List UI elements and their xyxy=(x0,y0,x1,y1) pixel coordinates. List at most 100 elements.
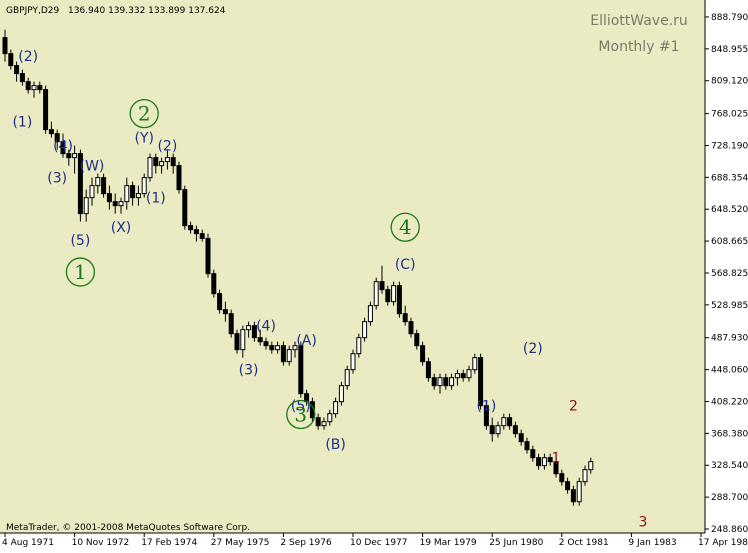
y-tick-label: 248.860 xyxy=(711,525,748,535)
candle xyxy=(507,413,513,430)
candle-body-up xyxy=(124,185,130,203)
candle xyxy=(472,353,478,374)
candle-body-up xyxy=(286,349,292,363)
candle xyxy=(338,381,344,406)
candle-body-down xyxy=(280,345,286,363)
candle xyxy=(37,81,43,94)
candle xyxy=(19,69,25,86)
candle xyxy=(8,49,14,70)
x-tick-label: 10 Nov 1972 xyxy=(72,538,130,548)
candle-body-up xyxy=(588,461,594,471)
candle-body-up xyxy=(367,305,373,323)
candle-body-up xyxy=(437,377,443,387)
wave-label-primary: 3 xyxy=(286,399,316,430)
candle-body-down xyxy=(379,281,385,291)
candle xyxy=(408,317,414,338)
candle xyxy=(489,417,495,442)
wave-label-intermediate: (2) xyxy=(523,341,543,357)
candle xyxy=(275,341,281,354)
candle-body-up xyxy=(321,421,327,427)
candle xyxy=(54,129,60,150)
x-tick-label: 27 May 1975 xyxy=(211,538,270,548)
candle-body-up xyxy=(449,377,455,387)
candle-body-up xyxy=(373,281,379,307)
wave-label-intermediate: (C) xyxy=(395,257,416,273)
candle-body-down xyxy=(507,417,513,427)
wave-circle xyxy=(286,399,316,430)
candle xyxy=(512,421,518,438)
wave-label-intermediate: (1) xyxy=(476,399,496,415)
y-tick-label: 888.790 xyxy=(711,13,748,23)
candle-body-down xyxy=(315,417,321,427)
x-tick-label: 25 Jun 1980 xyxy=(489,538,543,548)
candle xyxy=(414,329,420,350)
wave-label-intermediate: (1) xyxy=(146,191,166,207)
candle-body-down xyxy=(408,321,414,335)
candle-body-down xyxy=(524,441,530,451)
y-tick-label: 328.540 xyxy=(711,461,748,471)
candle-body-up xyxy=(72,153,78,159)
candle xyxy=(315,413,321,430)
y-tick-label: 288.700 xyxy=(711,493,748,503)
candle xyxy=(344,365,350,390)
candle-body-down xyxy=(66,153,72,159)
candle-body-up xyxy=(89,185,95,199)
candle-body-down xyxy=(37,85,43,91)
candle-body-down xyxy=(130,185,136,199)
y-tick-label: 408.220 xyxy=(711,397,748,407)
candle xyxy=(263,337,269,350)
candle-body-down xyxy=(170,157,176,167)
y-tick-label: 568.825 xyxy=(711,269,748,279)
candle xyxy=(379,265,385,294)
candle xyxy=(31,81,37,98)
y-tick-label: 608.665 xyxy=(711,237,748,247)
candle-body-up xyxy=(344,369,350,387)
candle-body-up xyxy=(147,157,153,179)
candle xyxy=(60,133,66,158)
candle xyxy=(501,413,507,430)
candle xyxy=(536,453,542,470)
candle-body-down xyxy=(60,141,66,155)
candle xyxy=(373,277,379,310)
candle-body-up xyxy=(159,161,165,167)
candle xyxy=(483,401,489,430)
wave-label-intermediate: (2) xyxy=(157,139,177,155)
x-tick-label: 2 Sep 1976 xyxy=(280,538,332,548)
candle-body-down xyxy=(559,473,565,483)
wave-circle-number: 1 xyxy=(74,260,87,284)
candle-body-up xyxy=(391,285,397,303)
candle xyxy=(135,185,141,206)
candle-body-up xyxy=(240,329,246,351)
candle-body-down xyxy=(188,225,194,231)
plot-area[interactable] xyxy=(0,0,705,533)
candle-body-down xyxy=(14,65,20,75)
candle-body-down xyxy=(257,337,263,343)
candle-body-down xyxy=(269,345,275,351)
candle-body-down xyxy=(228,313,234,335)
candle xyxy=(170,153,176,174)
x-tick-label: 17 Apr 1984 xyxy=(698,538,748,548)
candle xyxy=(193,225,199,242)
candle-body-down xyxy=(101,177,107,195)
y-tick-label: 848.955 xyxy=(711,45,748,55)
candle xyxy=(327,409,333,426)
header-ohlc: 136.940 139.332 133.899 137.624 xyxy=(68,6,226,16)
wave-label-primary: 4 xyxy=(390,212,420,242)
watermark-subtitle: Monthly #1 xyxy=(598,39,679,55)
time-scale xyxy=(0,533,705,553)
x-tick-label: 10 Dec 1977 xyxy=(350,538,408,548)
candle xyxy=(518,429,524,446)
candle xyxy=(565,477,571,494)
candle-body-up xyxy=(472,357,478,371)
candle xyxy=(176,161,182,194)
wave-label-primary: 1 xyxy=(65,257,96,287)
candle-body-down xyxy=(176,165,182,191)
candle-body-down xyxy=(43,89,49,131)
x-tick-label: 9 Jan 1983 xyxy=(628,538,676,548)
y-tick-label: 688.354 xyxy=(711,173,748,183)
x-axis: 4 Aug 1971 10 Nov 1972 17 Feb 1974 27 May 1… xyxy=(2,533,748,548)
candle-body-up xyxy=(362,321,368,339)
candle xyxy=(298,341,304,398)
candle-body-up xyxy=(135,193,141,199)
header-symbol: GBPJPY,D29 xyxy=(6,6,59,16)
